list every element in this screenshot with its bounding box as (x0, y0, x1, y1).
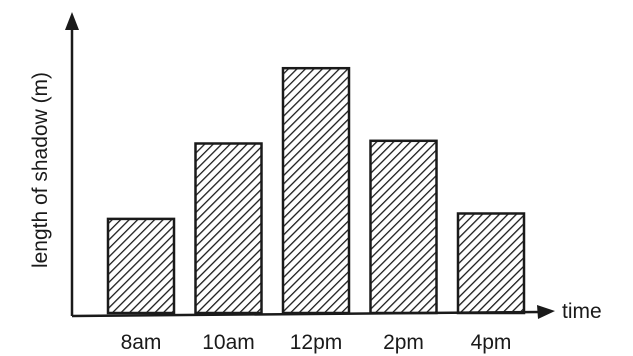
y-axis-arrow-icon (65, 12, 79, 30)
bar-4pm (456, 212, 526, 315)
bar-8am (106, 217, 176, 315)
x-tick-label-2pm: 2pm (383, 331, 424, 354)
x-tick-label-4pm: 4pm (471, 331, 512, 354)
bar-2pm (369, 139, 438, 315)
bars-group (106, 66, 526, 315)
x-tick-label-12pm: 12pm (290, 331, 343, 354)
x-axis-arrow-icon (537, 305, 555, 319)
y-axis-label: length of shadow (m) (29, 72, 52, 268)
bar-12pm (281, 66, 351, 315)
x-tick-label-10am: 10am (202, 331, 255, 354)
x-tick-label-8am: 8am (121, 331, 162, 354)
x-axis-label: time (562, 300, 602, 323)
x-tick-labels: 8am 10am 12pm 2pm 4pm (121, 331, 512, 354)
x-axis-line (71, 310, 541, 318)
bar-10am (194, 142, 263, 315)
